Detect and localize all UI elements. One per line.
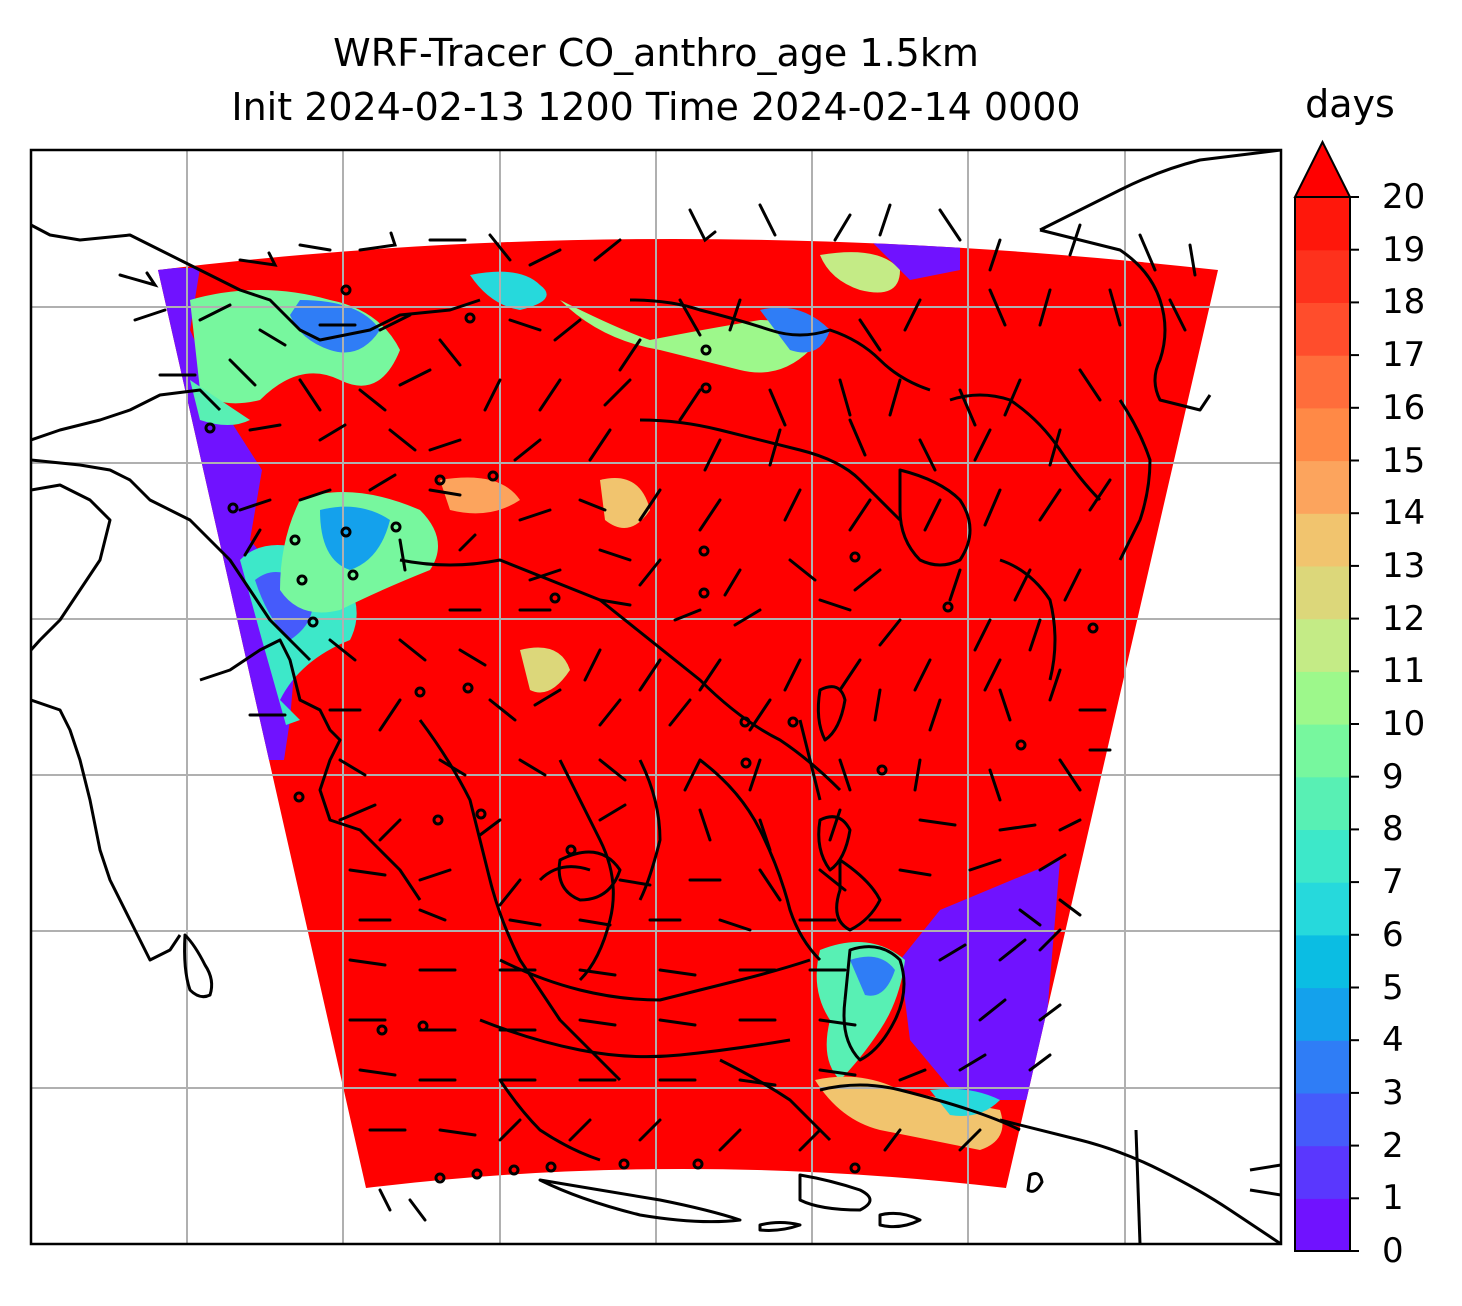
model-domain-field bbox=[158, 239, 1218, 1188]
colorbar-tick-label: 11 bbox=[1382, 651, 1426, 692]
colorbar-segment bbox=[1295, 1198, 1350, 1252]
colorbar-segment bbox=[1295, 513, 1350, 567]
colorbar-tick-label: 3 bbox=[1382, 1072, 1404, 1113]
wind-barbs bbox=[118, 203, 1197, 1222]
colorbar-tick-label: 19 bbox=[1382, 229, 1426, 270]
colorbar-tick-label: 1 bbox=[1382, 1178, 1404, 1219]
colorbar-segment bbox=[1295, 407, 1350, 462]
colorbar-tick-label: 8 bbox=[1382, 809, 1404, 850]
colorbar-segment bbox=[1295, 934, 1350, 989]
colorbar-unit-label: days bbox=[1305, 82, 1395, 126]
colorbar-tick-label: 10 bbox=[1382, 704, 1426, 744]
map-title-line-1: WRF-Tracer CO_anthro_age 1.5km bbox=[333, 31, 979, 75]
map-area bbox=[31, 150, 1281, 1244]
colorbar-tick-label: 9 bbox=[1382, 756, 1404, 797]
colorbar-tick-label: 14 bbox=[1382, 493, 1426, 534]
colorbar-tick-label: 15 bbox=[1382, 440, 1426, 481]
colorbar-segment bbox=[1295, 829, 1350, 883]
colorbar-tick-label: 5 bbox=[1382, 967, 1404, 1008]
colorbar-tick-label: 6 bbox=[1382, 914, 1404, 955]
colorbar-segment bbox=[1295, 249, 1350, 303]
colorbar-tick-label: 18 bbox=[1382, 282, 1426, 323]
colorbar-segment bbox=[1295, 1145, 1350, 1199]
colorbar-tick-label: 20 bbox=[1382, 177, 1426, 217]
colorbar-segment bbox=[1295, 1092, 1350, 1147]
colorbar-segment bbox=[1295, 776, 1350, 830]
colorbar-tick-label: 2 bbox=[1382, 1125, 1404, 1166]
coastlines bbox=[31, 150, 1281, 1244]
colorbar-tick-label: 13 bbox=[1382, 545, 1426, 586]
map-frame-border bbox=[29, 148, 1283, 1246]
colorbar-segment bbox=[1295, 618, 1350, 672]
colorbar-segment bbox=[1295, 724, 1350, 778]
colorbar-tick-label: 17 bbox=[1382, 335, 1426, 376]
colorbar-segment bbox=[1295, 302, 1350, 356]
map-gridlines bbox=[31, 150, 1281, 1244]
colorbar-tick-label: 12 bbox=[1382, 598, 1426, 639]
colorbar-segment bbox=[1295, 460, 1350, 514]
colorbar-segment bbox=[1295, 882, 1350, 936]
colorbar-segment bbox=[1295, 671, 1350, 725]
colorbar-segment bbox=[1295, 987, 1350, 1041]
map-title-line-2: Init 2024-02-13 1200 Time 2024-02-14 000… bbox=[231, 85, 1081, 129]
colorbar-segment bbox=[1295, 565, 1350, 620]
colorbar-extend-arrow bbox=[1293, 139, 1352, 198]
colorbar-tick-label: 7 bbox=[1382, 862, 1404, 903]
calm-wind-markers bbox=[204, 284, 1099, 1184]
colorbar-tick-label: 0 bbox=[1382, 1231, 1404, 1271]
colorbar-segment bbox=[1295, 355, 1350, 409]
colorbar bbox=[1293, 139, 1359, 1252]
colorbar-tick-label: 16 bbox=[1382, 387, 1426, 428]
colorbar-segment bbox=[1295, 197, 1350, 251]
colorbar-segment bbox=[1295, 1040, 1350, 1094]
colorbar-tick-label: 4 bbox=[1382, 1020, 1404, 1061]
